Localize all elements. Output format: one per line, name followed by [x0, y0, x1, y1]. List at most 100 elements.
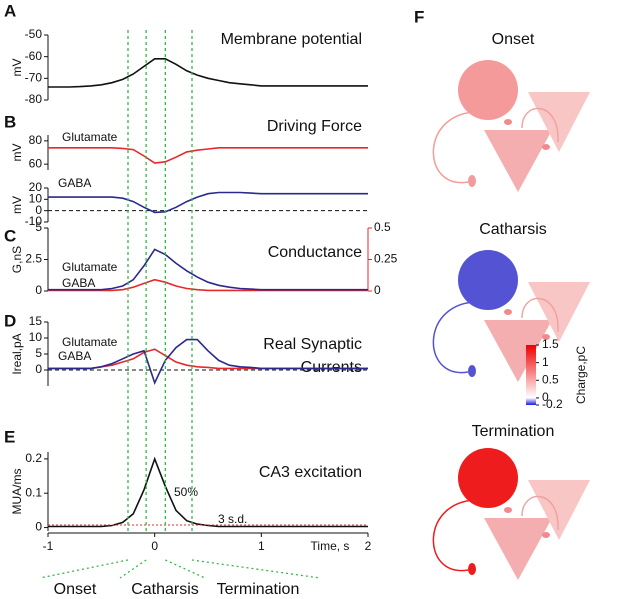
- panel-letter: E: [4, 427, 15, 446]
- y-tick-label: 80: [29, 133, 43, 147]
- series-line: [48, 248, 368, 291]
- panel-letter: C: [4, 226, 16, 245]
- x-axis-label: Time, s: [311, 539, 350, 553]
- synapse: [504, 309, 512, 315]
- y-tick-label: -50: [25, 27, 43, 41]
- y-tick-label: -60: [25, 49, 43, 63]
- colorbar-label: Charge,pC: [574, 346, 588, 404]
- legend-label: Glutamate: [62, 260, 118, 274]
- x-tick-label: 0: [151, 539, 158, 553]
- y-axis-label: G,nS: [10, 246, 24, 273]
- series-line: [48, 147, 368, 164]
- y-tick-label: 60: [29, 156, 43, 170]
- neuron-motif: Catharsis: [432, 221, 590, 382]
- y-tick-label: -70: [25, 71, 43, 85]
- y-tick-label: 10: [29, 330, 43, 344]
- panel-title: Driving Force: [267, 118, 362, 135]
- colorbar-tick-label: 1: [542, 355, 549, 369]
- synapse: [542, 532, 550, 538]
- pyramidal-cell: [528, 282, 590, 342]
- panel-letter: A: [4, 1, 16, 20]
- series-line: [48, 191, 368, 214]
- y-tick-label: 20: [29, 180, 43, 194]
- y-tick-label: 10: [29, 192, 43, 206]
- interneuron: [458, 60, 518, 120]
- y-tick-label: 0: [35, 203, 42, 217]
- phase-connector: [119, 559, 147, 579]
- y-tick-label: 0: [35, 283, 42, 297]
- phase-connector: [165, 559, 206, 579]
- synapse: [542, 144, 550, 150]
- panel-title: Conductance: [268, 244, 362, 261]
- legend-label: GABA: [62, 276, 95, 290]
- x-tick-label: 1: [258, 539, 265, 553]
- pyramidal-cell: [484, 130, 552, 192]
- legend-label: Glutamate: [62, 335, 118, 349]
- axon: [432, 111, 481, 184]
- pyramidal-cell: [528, 480, 590, 540]
- y-axis-label: mV: [10, 144, 24, 162]
- series-line: [48, 338, 368, 385]
- colorbar: [526, 345, 536, 405]
- y-tick-label: 15: [29, 314, 43, 328]
- neuron-motif: Termination: [432, 423, 590, 580]
- annotation: 3 s.d.: [218, 512, 247, 526]
- annotation: 50%: [174, 485, 198, 499]
- phase-connector: [39, 559, 129, 579]
- y-axis-label: Ireal,pA: [10, 333, 24, 374]
- legend-label: GABA: [58, 349, 91, 363]
- y-tick-label: 0.2: [25, 451, 42, 465]
- series-line: [48, 278, 368, 292]
- synapse: [468, 175, 476, 187]
- projection: [521, 107, 559, 143]
- y-axis-label: MUA/ms: [10, 469, 24, 515]
- y-tick-label: 5: [35, 346, 42, 360]
- phase-label: Catharsis: [131, 581, 199, 598]
- synapse: [542, 334, 550, 340]
- x-tick-label: 2: [365, 539, 372, 553]
- state-label: Termination: [472, 423, 555, 440]
- interneuron: [458, 250, 518, 310]
- panel-title: Real Synaptic: [263, 336, 362, 353]
- y2-tick-label: 0.5: [374, 220, 391, 234]
- y-tick-label: 5: [35, 220, 42, 234]
- y-tick-label: 0.1: [25, 485, 42, 499]
- y-axis-label: mV: [10, 59, 24, 77]
- pyramidal-cell: [484, 320, 552, 382]
- state-label: Onset: [492, 31, 535, 48]
- colorbar-tick-label: 0.5: [542, 372, 559, 386]
- colorbar-tick-label: 1.5: [542, 337, 559, 351]
- y-tick-label: 0: [35, 520, 42, 534]
- panel-letter: F: [414, 7, 424, 26]
- phase-connector: [191, 559, 321, 579]
- y2-tick-label: 0: [374, 283, 381, 297]
- legend-label: Glutamate: [62, 130, 118, 144]
- pyramidal-cell: [484, 518, 552, 580]
- y2-tick-label: 0.25: [374, 252, 398, 266]
- colorbar-tick-label: -0.2: [542, 397, 563, 411]
- interneuron: [458, 448, 518, 508]
- x-tick-label: -1: [43, 539, 54, 553]
- state-label: Catharsis: [479, 221, 547, 238]
- series-line: [48, 58, 368, 88]
- phase-label: Termination: [217, 581, 300, 598]
- colorbar-tick-label: 0: [542, 390, 549, 404]
- synapse: [504, 507, 512, 513]
- y-tick-label: 0: [35, 362, 42, 376]
- y-axis-label: mV: [10, 196, 24, 214]
- y-tick-label: 2.5: [25, 252, 42, 266]
- axon: [432, 301, 481, 374]
- phase-label: Onset: [54, 581, 97, 598]
- panel-letter: B: [4, 112, 16, 131]
- synapse: [468, 365, 476, 377]
- panel-letter: D: [4, 311, 16, 330]
- projection: [521, 297, 559, 333]
- axon: [432, 499, 481, 572]
- panel-title: Membrane potential: [221, 31, 362, 48]
- projection: [521, 495, 559, 531]
- y-tick-label: -80: [25, 92, 43, 106]
- panel-title: CA3 excitation: [259, 464, 362, 481]
- neuron-motif: Onset: [432, 31, 590, 192]
- synapse: [504, 119, 512, 125]
